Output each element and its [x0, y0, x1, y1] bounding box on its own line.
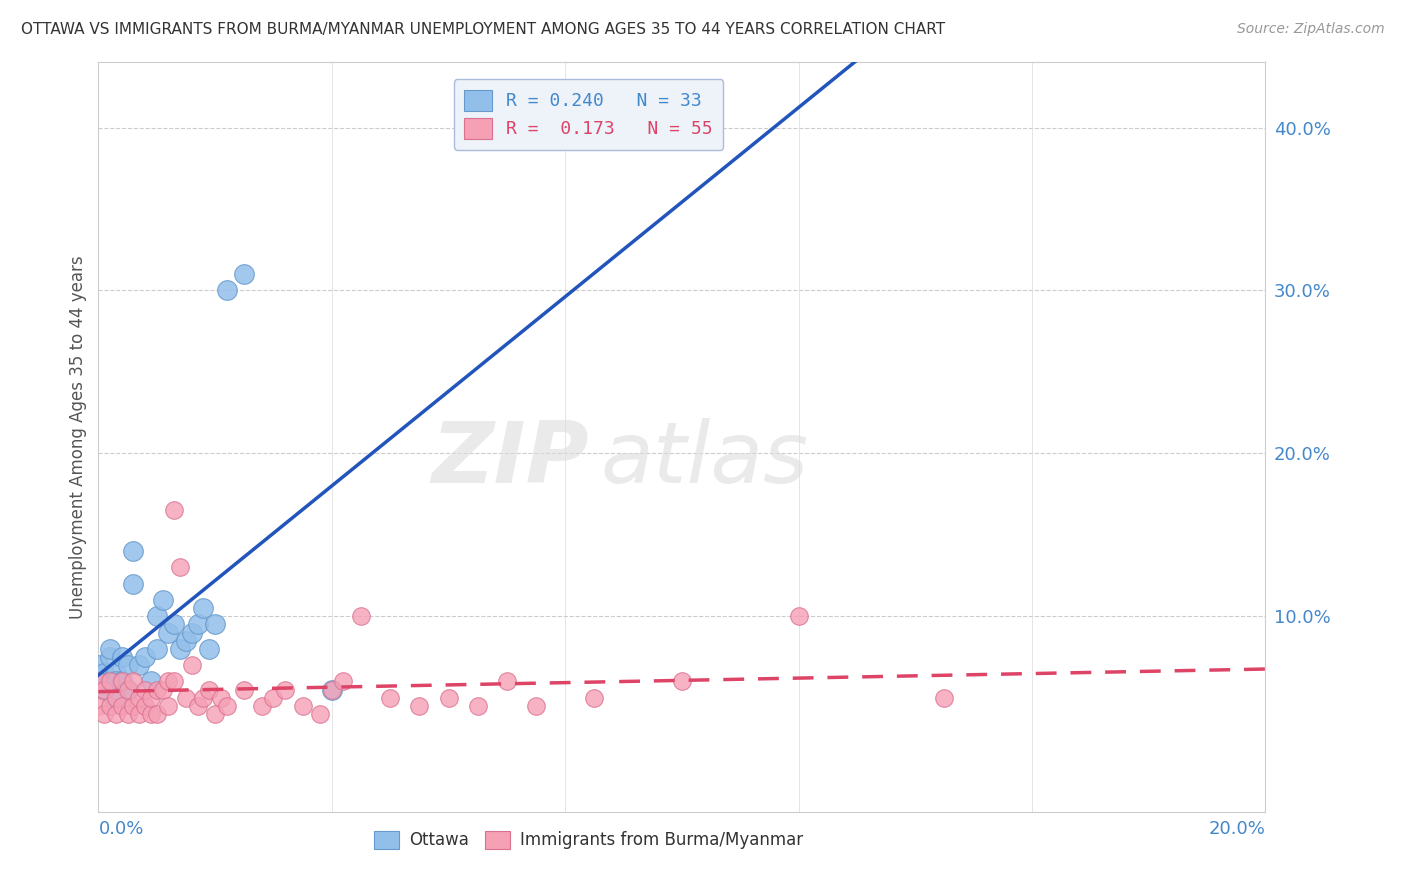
Point [321, 682, 343, 697]
Point [496, 674, 519, 689]
Text: ZIP: ZIP [430, 418, 589, 501]
Point [117, 682, 139, 697]
Point [467, 698, 489, 713]
Point [104, 674, 127, 689]
Point [152, 593, 174, 607]
Point [380, 690, 402, 705]
Point [321, 682, 343, 697]
Point [250, 698, 273, 713]
Point [122, 576, 145, 591]
Point [93, 682, 115, 697]
Point [87, 698, 110, 713]
Point [309, 706, 332, 721]
Point [128, 658, 150, 673]
Point [134, 698, 156, 713]
Point [98, 674, 121, 689]
Point [934, 690, 956, 705]
Point [215, 698, 238, 713]
Point [128, 690, 150, 705]
Point [174, 633, 197, 648]
Point [193, 690, 215, 705]
Point [98, 674, 121, 689]
Point [408, 698, 430, 713]
Point [437, 690, 460, 705]
Point [134, 650, 156, 665]
Text: atlas: atlas [600, 418, 808, 501]
Point [146, 609, 169, 624]
Point [163, 674, 186, 689]
Point [93, 666, 115, 681]
Point [583, 690, 606, 705]
Point [198, 641, 221, 656]
Point [180, 625, 202, 640]
Point [111, 674, 134, 689]
Point [291, 698, 314, 713]
Text: 20.0%: 20.0% [1209, 820, 1265, 838]
Point [87, 674, 110, 689]
Y-axis label: Unemployment Among Ages 35 to 44 years: Unemployment Among Ages 35 to 44 years [69, 255, 87, 619]
Point [146, 682, 169, 697]
Point [104, 690, 127, 705]
Point [332, 674, 354, 689]
Text: 0.0%: 0.0% [98, 820, 143, 838]
Point [157, 698, 180, 713]
Point [187, 617, 209, 632]
Point [152, 682, 174, 697]
Point [111, 650, 134, 665]
Point [169, 560, 191, 574]
Point [104, 690, 127, 705]
Point [117, 682, 139, 697]
Point [104, 666, 127, 681]
Point [117, 658, 139, 673]
Point [215, 284, 238, 298]
Point [524, 698, 547, 713]
Point [187, 698, 209, 713]
Point [146, 641, 169, 656]
Point [87, 658, 110, 673]
Point [122, 674, 145, 689]
Point [98, 641, 121, 656]
Point [350, 609, 373, 624]
Point [204, 617, 226, 632]
Point [204, 706, 226, 721]
Point [93, 682, 115, 697]
Point [111, 674, 134, 689]
Point [117, 706, 139, 721]
Point [193, 601, 215, 615]
Text: OTTAWA VS IMMIGRANTS FROM BURMA/MYANMAR UNEMPLOYMENT AMONG AGES 35 TO 44 YEARS C: OTTAWA VS IMMIGRANTS FROM BURMA/MYANMAR … [21, 22, 945, 37]
Point [262, 690, 284, 705]
Point [122, 544, 145, 558]
Text: Source: ZipAtlas.com: Source: ZipAtlas.com [1237, 22, 1385, 37]
Point [111, 698, 134, 713]
Legend: Ottawa, Immigrants from Burma/Myanmar: Ottawa, Immigrants from Burma/Myanmar [367, 824, 810, 855]
Point [128, 706, 150, 721]
Point [134, 682, 156, 697]
Point [163, 503, 186, 517]
Point [274, 682, 297, 697]
Point [139, 674, 162, 689]
Point [93, 706, 115, 721]
Point [787, 609, 810, 624]
Point [233, 682, 256, 697]
Point [671, 674, 693, 689]
Point [157, 625, 180, 640]
Point [139, 690, 162, 705]
Point [98, 650, 121, 665]
Point [139, 706, 162, 721]
Point [98, 698, 121, 713]
Point [233, 267, 256, 281]
Point [174, 690, 197, 705]
Point [146, 706, 169, 721]
Point [209, 690, 232, 705]
Point [198, 682, 221, 697]
Point [169, 641, 191, 656]
Point [180, 658, 202, 673]
Point [163, 617, 186, 632]
Point [157, 674, 180, 689]
Point [104, 706, 127, 721]
Point [122, 698, 145, 713]
